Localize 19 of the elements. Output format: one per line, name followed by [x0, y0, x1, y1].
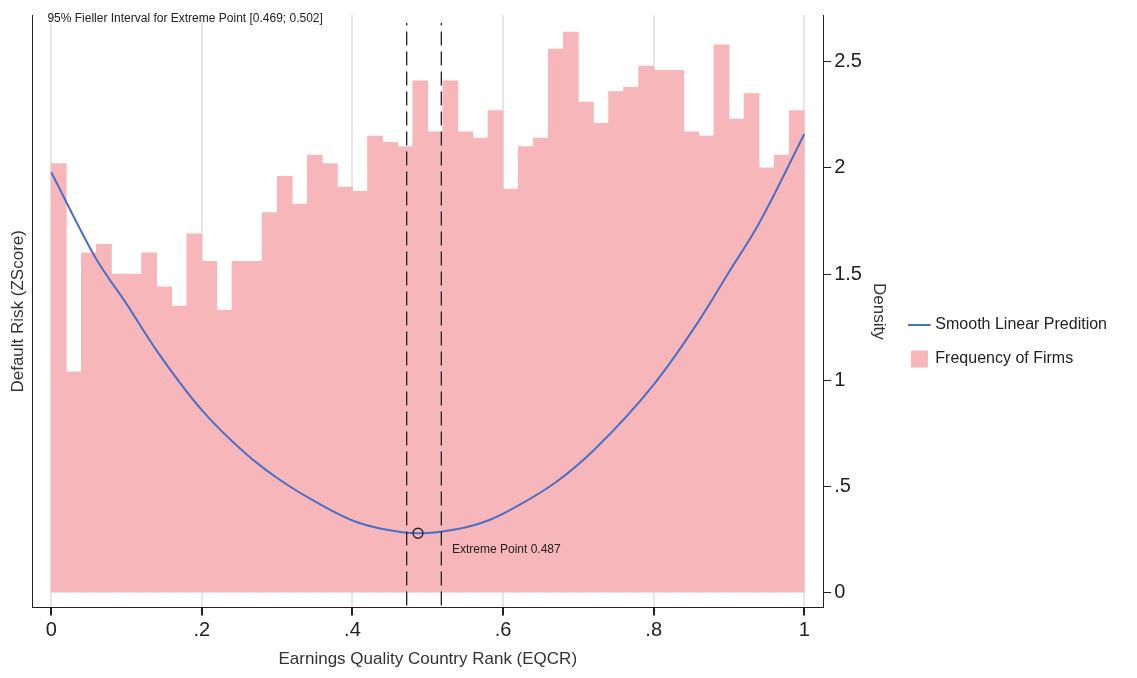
y2-axis-title: Density [870, 282, 890, 341]
y2-tick-label: 0 [834, 580, 846, 603]
x-tick-label: .6 [494, 618, 512, 641]
y2-tick-label: 1 [834, 367, 846, 390]
y2-tick-label: 2 [834, 155, 846, 178]
x-axis-title: Earnings Quality Country Rank (EQCR) [278, 649, 578, 669]
x-tick-label: .4 [344, 618, 361, 641]
x-tick-label: 0 [45, 618, 57, 641]
x-tick-label: .8 [645, 618, 663, 641]
y2-tick-label: .5 [834, 474, 851, 497]
annotation: Extreme Point 0.487 [451, 541, 562, 556]
y2-tick-label: 1.5 [834, 261, 862, 284]
y-axis-title: Default Risk (ZScore) [7, 230, 27, 393]
legend-label: Frequency of Firms [935, 349, 1074, 367]
annotation: 95% Fieller Interval for Extreme Point [0.469; 0.502] [47, 11, 323, 26]
x-tick-label: .2 [193, 618, 211, 641]
y2-tick-label: 2.5 [834, 49, 862, 72]
x-tick-label: 1 [798, 618, 810, 641]
legend-label: Smooth Linear Predition [935, 315, 1107, 333]
